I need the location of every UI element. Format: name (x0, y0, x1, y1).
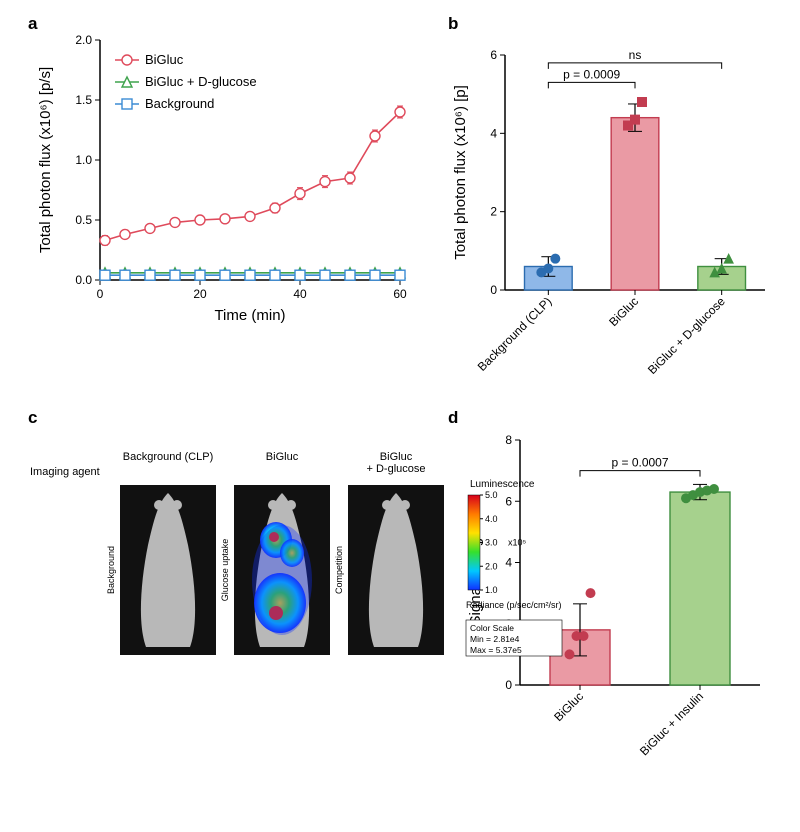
svg-text:Glucose uptake: Glucose uptake (220, 539, 230, 602)
svg-text:20: 20 (193, 287, 207, 301)
svg-text:4.0: 4.0 (485, 514, 498, 524)
svg-text:2: 2 (490, 205, 497, 219)
svg-text:8: 8 (505, 433, 512, 447)
svg-text:ns: ns (629, 48, 642, 62)
svg-text:BiGluc + D-glucose: BiGluc + D-glucose (645, 294, 728, 377)
svg-text:BiGluc: BiGluc (551, 689, 586, 724)
svg-text:Min = 2.81e4: Min = 2.81e4 (470, 634, 520, 644)
svg-text:4: 4 (490, 126, 497, 140)
svg-text:Max = 5.37e5: Max = 5.37e5 (470, 645, 522, 655)
svg-text:2.0: 2.0 (75, 33, 92, 47)
svg-text:Background (CLP): Background (CLP) (123, 451, 214, 463)
svg-text:Imaging agent: Imaging agent (30, 466, 100, 478)
svg-text:0.5: 0.5 (75, 213, 92, 227)
svg-text:p = 0.0009: p = 0.0009 (563, 67, 620, 81)
svg-text:Total photon flux (x10⁶) [p]: Total photon flux (x10⁶) [p] (452, 85, 469, 260)
svg-text:BiGluc + Insulin: BiGluc + Insulin (637, 689, 706, 758)
svg-text:Competition: Competition (334, 546, 344, 594)
svg-text:Background: Background (145, 96, 214, 111)
svg-text:BiGluc: BiGluc (145, 52, 184, 67)
svg-text:1.5: 1.5 (75, 93, 92, 107)
svg-text:Color Scale: Color Scale (470, 623, 514, 633)
svg-text:Radiance (p/sec/cm²/sr): Radiance (p/sec/cm²/sr) (466, 600, 562, 610)
svg-text:60: 60 (393, 287, 407, 301)
svg-text:x10⁵: x10⁵ (508, 538, 527, 548)
svg-text:p = 0.0007: p = 0.0007 (611, 456, 668, 470)
svg-text:2.0: 2.0 (485, 561, 498, 571)
svg-text:4: 4 (505, 556, 512, 570)
svg-text:1.0: 1.0 (485, 585, 498, 595)
svg-text:0: 0 (505, 678, 512, 692)
svg-text:BiGluc + D-glucose: BiGluc + D-glucose (145, 74, 257, 89)
svg-text:BiGluc: BiGluc (266, 451, 299, 463)
svg-text:5.0: 5.0 (485, 490, 498, 500)
figure-page: { "layout":{"width":800,"height":832}, "… (0, 0, 800, 832)
svg-text:Luminescence: Luminescence (470, 479, 535, 490)
svg-text:Time (min): Time (min) (214, 307, 285, 324)
svg-text:6: 6 (490, 48, 497, 62)
svg-text:BiGluc+ D-glucose: BiGluc+ D-glucose (366, 451, 425, 475)
svg-text:6: 6 (505, 494, 512, 508)
svg-text:Background (CLP): Background (CLP) (475, 294, 555, 374)
svg-text:0: 0 (97, 287, 104, 301)
svg-text:3.0: 3.0 (485, 538, 498, 548)
svg-text:1.0: 1.0 (75, 153, 92, 167)
svg-text:0: 0 (490, 283, 497, 297)
svg-text:BiGluc: BiGluc (606, 294, 641, 329)
svg-text:Background: Background (106, 546, 116, 594)
svg-text:Total photon flux (x10⁶) [p/s]: Total photon flux (x10⁶) [p/s] (37, 67, 54, 253)
svg-text:0.0: 0.0 (75, 273, 92, 287)
svg-text:40: 40 (293, 287, 307, 301)
figure-svg: 02040600.00.51.01.52.0Time (min)Total ph… (0, 0, 800, 832)
